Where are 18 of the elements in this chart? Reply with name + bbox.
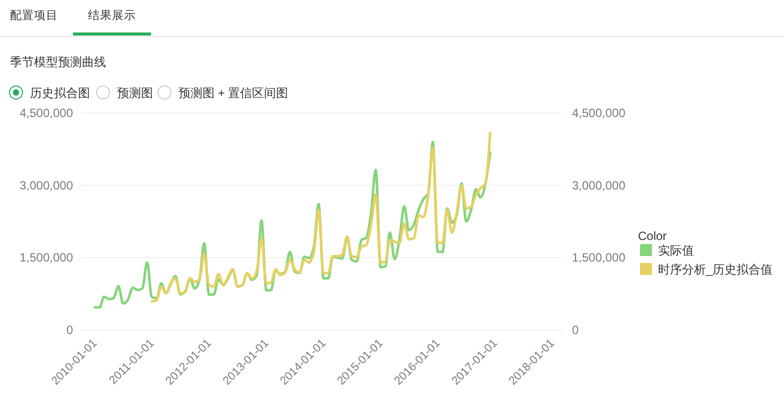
y-tick-label: 0 xyxy=(66,323,74,337)
legend-title: Color xyxy=(638,229,667,243)
legend-label: 时序分析_历史拟合值 xyxy=(658,262,773,276)
text: 预测图 + 置信区间图 xyxy=(178,86,288,100)
legend-label: 实际值 xyxy=(658,244,694,258)
line-series xyxy=(150,132,492,303)
chart-title: 季节模型预测曲线 xyxy=(10,55,106,69)
y-tick-label: 1,500,000 xyxy=(20,250,74,265)
text: 配置项目 xyxy=(10,9,58,22)
y2-tick-label: 3,000,000 xyxy=(572,178,626,192)
y2-tick-label: 1,500,000 xyxy=(572,250,626,265)
y-tick-label: 4,500,000 xyxy=(20,106,74,120)
text: 预测图 xyxy=(117,86,153,100)
y2-tick-label: 4,500,000 xyxy=(572,106,626,120)
y2-tick-label: 0 xyxy=(572,323,579,337)
text: 历史拟合图 xyxy=(30,86,90,100)
text: 结果展示 xyxy=(88,9,136,22)
y-tick-label: 3,000,000 xyxy=(20,178,74,192)
